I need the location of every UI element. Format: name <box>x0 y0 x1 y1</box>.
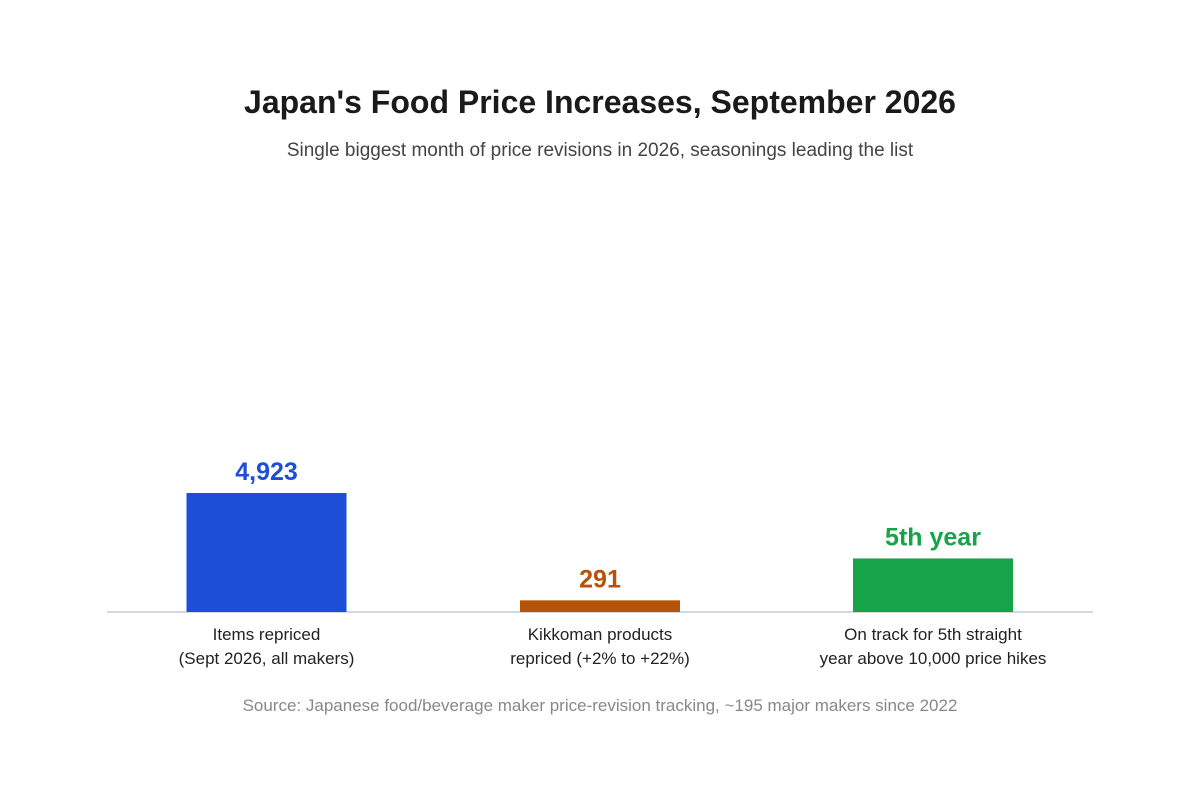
category-label-1-line-2: (Sept 2026, all makers) <box>179 649 355 668</box>
category-label-1-line-1: Items repriced <box>213 625 321 644</box>
bar-1 <box>186 493 347 612</box>
data-label-3: 5th year <box>885 523 981 551</box>
category-label-2-line-1: Kikkoman products <box>528 625 673 644</box>
chart-title: Japan's Food Price Increases, September … <box>244 84 956 120</box>
data-label-2: 291 <box>579 565 621 593</box>
chart-subtitle: Single biggest month of price revisions … <box>286 140 914 161</box>
source-note: Source: Japanese food/beverage maker pri… <box>242 696 958 715</box>
category-label-3-line-1: On track for 5th straight <box>844 625 1022 644</box>
data-label-1: 4,923 <box>235 458 298 486</box>
category-label-3-line-2: year above 10,000 price hikes <box>820 649 1047 668</box>
bar-3 <box>853 558 1013 612</box>
category-label-2-line-2: repriced (+2% to +22%) <box>510 649 690 668</box>
bar-2 <box>520 600 680 612</box>
